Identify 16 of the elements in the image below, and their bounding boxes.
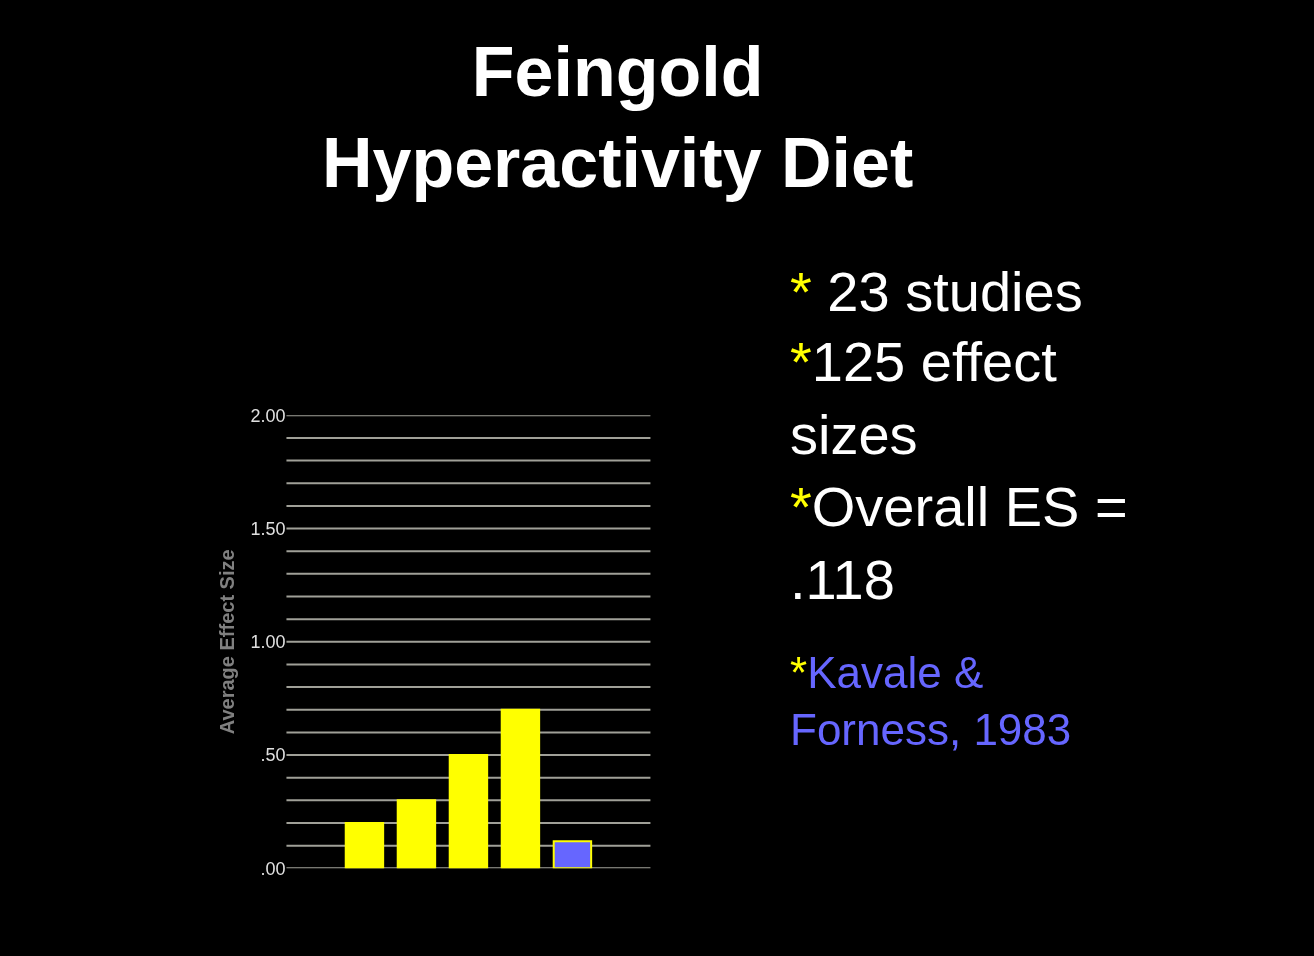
text: * 23 studies <box>790 260 1083 323</box>
bar <box>396 799 437 869</box>
y-tick-label: .00 <box>260 858 286 879</box>
y-tick-label: 2.00 <box>250 405 286 426</box>
y-tick-label: 1.00 <box>250 632 286 653</box>
y-axis-title: Average Effect Size <box>215 549 238 735</box>
bar <box>448 754 489 869</box>
bar <box>500 708 541 869</box>
y-tick-label: .50 <box>260 745 286 766</box>
chart-title: Feingold Hyperactivity Diet <box>321 32 914 202</box>
bar <box>344 822 385 869</box>
y-tick-label: 1.50 <box>250 518 286 539</box>
text: *125 effect sizes <box>790 330 1058 466</box>
text: *Kavale & Forness, 1983 <box>790 648 1072 755</box>
bar <box>552 840 593 869</box>
text: *Overall ES = .118 <box>790 475 1128 611</box>
